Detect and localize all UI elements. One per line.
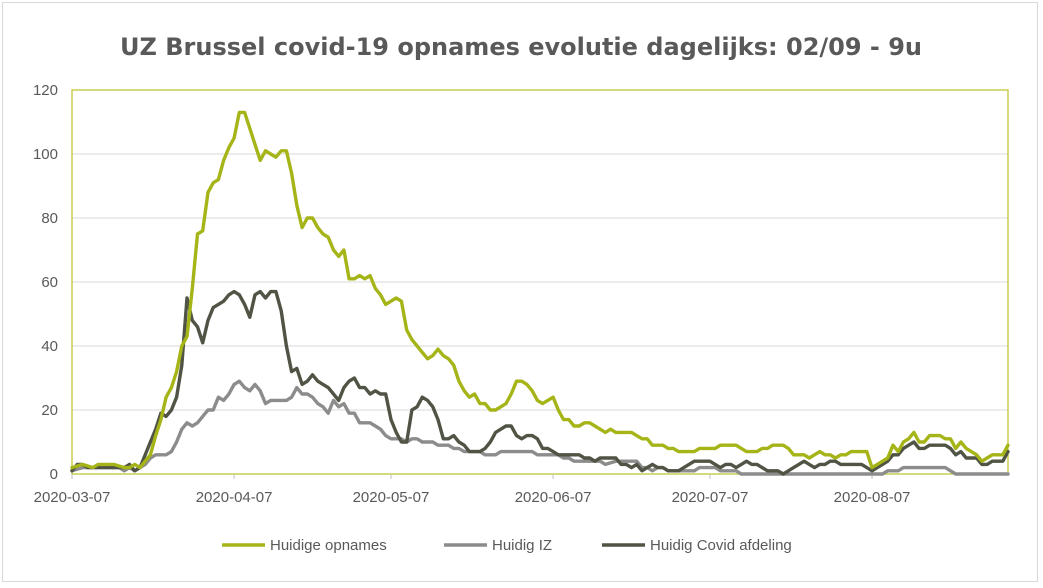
x-tick-label: 2020-06-07 [515, 489, 592, 506]
y-tick-label: 60 [41, 274, 58, 291]
gridlines [72, 153, 1008, 411]
x-tick-label: 2020-07-07 [672, 489, 749, 506]
chart-title: UZ Brussel covid-19 opnames evolutie dag… [120, 33, 922, 61]
y-tick-label: 0 [50, 466, 58, 483]
legend: Huidige opnames Huidig IZ Huidig Covid afd… [222, 537, 792, 554]
y-tick-label: 40 [41, 338, 58, 355]
chart-frame [2, 2, 1038, 582]
series-line-1 [70, 379, 1010, 476]
y-tick-label: 80 [41, 210, 58, 227]
plot-area-border [71, 89, 1009, 475]
y-tick-label: 100 [33, 146, 58, 163]
x-axis-ticks: 2020-03-07 2020-04-07 2020-05-07 2020-06-07… [34, 474, 911, 506]
y-axis-ticks: 0 20 40 60 80 100 120 [33, 82, 58, 483]
y-tick-label: 120 [33, 82, 58, 99]
legend-label-0: Huidige opnames [270, 537, 387, 554]
x-tick-label: 2020-05-07 [353, 489, 430, 506]
series-line-2 [70, 289, 1010, 476]
x-tick-label: 2020-04-07 [196, 489, 273, 506]
legend-label-1: Huidig IZ [492, 537, 552, 554]
series-line-0 [70, 110, 1010, 470]
x-tick-label: 2020-03-07 [34, 489, 111, 506]
legend-label-2: Huidig Covid afdeling [650, 537, 792, 554]
x-tick-label: 2020-08-07 [834, 489, 911, 506]
series-lines [70, 110, 1010, 476]
y-tick-label: 20 [41, 402, 58, 419]
